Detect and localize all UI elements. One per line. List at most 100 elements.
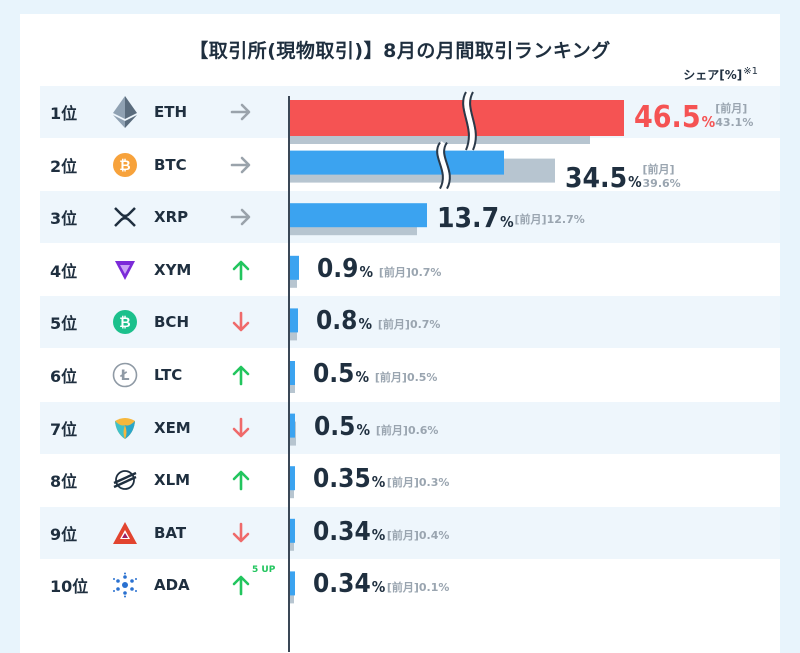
ranking-row-ltc: 6位 Ł LTC (40, 349, 780, 401)
trend-flat-icon (230, 101, 252, 123)
value-unit: % (359, 262, 373, 281)
rank-label: 1位 (50, 104, 78, 123)
share-label-text: シェア[%] (683, 68, 743, 82)
prev-label-bat: [前月]0.4% (387, 527, 450, 543)
value-number: 0.34 (313, 569, 371, 600)
coin-symbol: ADA (154, 576, 190, 595)
nem-icon (108, 411, 142, 445)
ranking-card: 【取引所(現物取引)】8月の月間取引ランキング シェア[%]※1 1位 ETH 2位… (20, 14, 780, 653)
prev-value: 12.7% (546, 213, 585, 227)
share-axis-label: シェア[%]※1 (683, 66, 758, 83)
prev-value: 0.4% (418, 528, 450, 542)
prev-value: 0.1% (418, 581, 450, 595)
bar-current-eth (290, 100, 624, 136)
prev-label-xrp: [前月]12.7% (515, 211, 585, 227)
bat-icon (108, 516, 142, 550)
trend-flat-icon (230, 206, 252, 228)
value-number: 0.9 (317, 253, 359, 284)
coin-symbol: XEM (154, 418, 191, 437)
ranking-row-xlm: 8位 XLM (40, 454, 780, 506)
rank-label: 10位 (50, 577, 89, 597)
bar-current-ada (290, 571, 295, 596)
bar-current-ltc (290, 361, 295, 385)
prev-label-bch: [前月]0.7% (378, 316, 441, 332)
prev-tag: [前月] (377, 318, 410, 332)
symbol-icon (108, 253, 142, 287)
value-label-eth: 46.5% (634, 100, 715, 135)
prev-label-ltc: [前月]0.5% (375, 369, 438, 385)
value-number: 0.35 (313, 464, 371, 495)
trend-up-icon (230, 469, 252, 491)
value-label-xym: 0.9% (317, 254, 373, 284)
value-unit: % (356, 420, 370, 439)
value-label-ltc: 0.5% (313, 359, 369, 389)
value-label-bch: 0.8% (316, 306, 372, 336)
chart-title: 【取引所(現物取引)】8月の月間取引ランキング (189, 40, 611, 62)
bar-current-xrp (290, 203, 427, 228)
rank-label: 8位 (50, 472, 78, 492)
cardano-icon (108, 568, 142, 602)
ranking-row-xym: 4位 XYM (40, 244, 780, 296)
prev-tag: [前月] (715, 102, 748, 115)
value-label-xrp: 13.7% (437, 201, 514, 234)
bitcoin-cash-icon: ₿ (108, 305, 142, 339)
bar-current-bch (290, 308, 298, 333)
bar-chart (290, 90, 624, 604)
xrp-icon (108, 200, 142, 234)
trend-up-icon (230, 364, 252, 386)
prev-label-xlm: [前月]0.3% (387, 474, 450, 490)
value-unit: % (371, 578, 386, 597)
axis-break-gap (438, 141, 449, 190)
svg-text:₿: ₿ (119, 315, 130, 331)
prev-tag: [前月] (514, 213, 547, 227)
ranking-row-bch: 5位 ₿ BCH (40, 296, 780, 349)
value-unit: % (500, 213, 514, 232)
rank-label: 3位 (50, 209, 78, 229)
axis-break-mark (462, 91, 470, 151)
prev-label-ada: [前月]0.1% (387, 579, 450, 595)
prev-tag: [前月] (375, 423, 408, 437)
litecoin-icon: Ł (108, 358, 142, 392)
coin-symbol: LTC (154, 366, 183, 384)
svg-text:₿: ₿ (119, 158, 130, 174)
trend-down-icon (230, 417, 252, 439)
trend-down-icon (230, 522, 252, 544)
prev-value: 0.5% (406, 371, 438, 384)
value-unit: % (355, 368, 369, 386)
value-unit: % (358, 315, 372, 334)
prev-value: 0.6% (407, 423, 439, 437)
prev-label-xem: [前月]0.6% (376, 422, 439, 438)
prev-tag: [前月] (386, 528, 419, 542)
rank-label: 2位 (50, 156, 78, 176)
axis-break-mark (469, 91, 477, 151)
axis-break-mark (436, 142, 444, 190)
bar-current-xem (290, 413, 295, 438)
coin-symbol: BCH (154, 313, 189, 332)
trend-down-icon (230, 311, 252, 333)
prev-tag: [前月] (386, 476, 419, 490)
trend-up-icon (230, 259, 252, 281)
bar-current-xym (290, 255, 299, 280)
trend-flat-icon (230, 154, 252, 176)
value-number: 34.5 (565, 160, 628, 194)
ranking-row-btc: 2位 ₿ BTC (40, 139, 780, 191)
value-number: 0.8 (316, 306, 358, 337)
prev-tag: [前月] (386, 581, 419, 595)
value-number: 46.5 (634, 100, 701, 135)
bar-current-bat (290, 518, 295, 543)
prev-label-eth: [前月] 43.1% (715, 100, 753, 129)
prev-tag: [前月] (374, 371, 407, 384)
coin-symbol: BAT (154, 523, 187, 542)
rank-label: 4位 (50, 261, 78, 281)
rank-label: 9位 (50, 524, 78, 544)
rank-label: 7位 (50, 419, 78, 439)
ranking-row-bat: 9位 BAT (40, 506, 780, 559)
prev-tag: [前月] (378, 265, 411, 279)
prev-value: 0.3% (418, 476, 450, 490)
axis-break-gap (464, 90, 475, 151)
share-note: ※1 (743, 66, 758, 77)
prev-value: 43.1% (715, 116, 754, 129)
trend-note: 5 UP (252, 565, 276, 576)
value-unit: % (371, 473, 386, 492)
trend-up-icon (230, 574, 252, 596)
